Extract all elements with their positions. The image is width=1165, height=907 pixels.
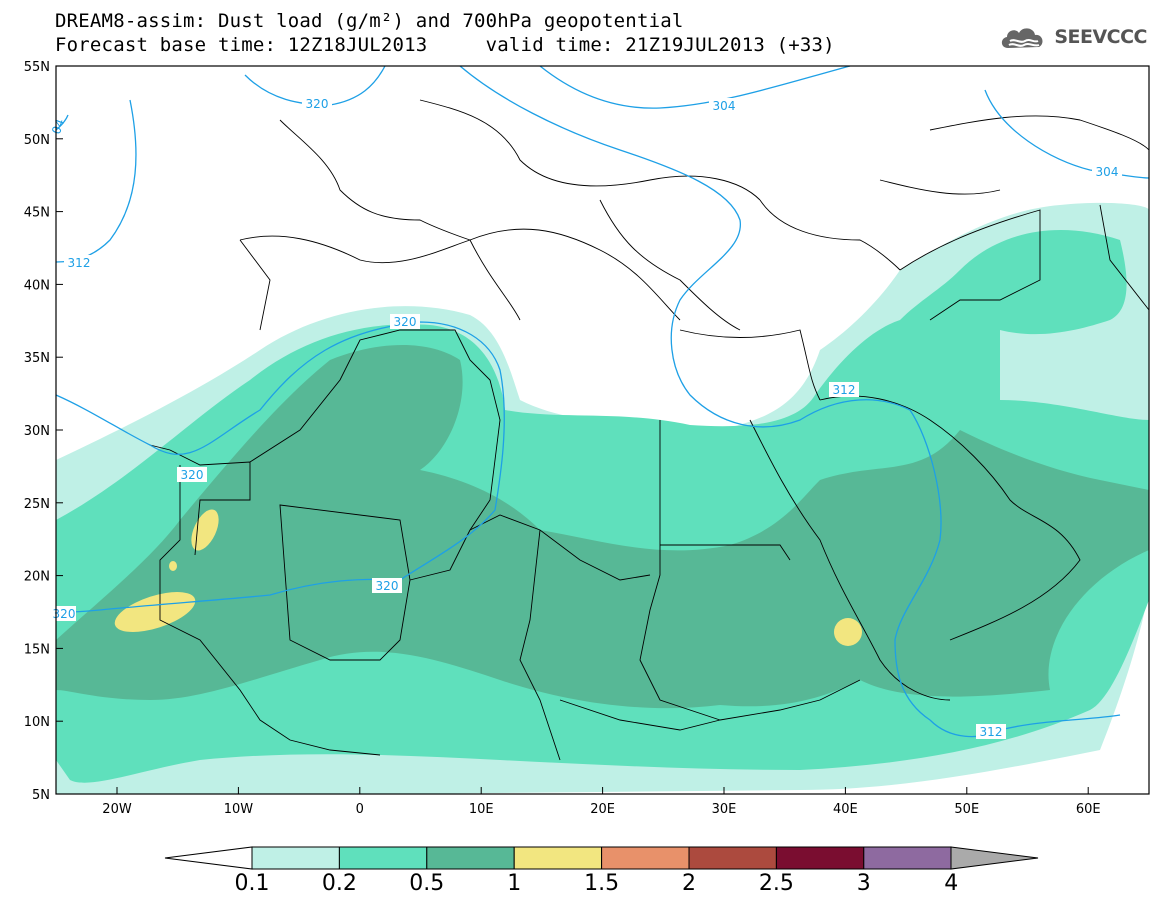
colorbar-cell bbox=[338, 846, 428, 870]
colorbar-cell bbox=[688, 846, 777, 870]
svg-text:304: 304 bbox=[1096, 165, 1119, 179]
contour-304-north bbox=[539, 66, 851, 109]
colorbar-label: 0.5 bbox=[409, 871, 445, 896]
latitude-axis: 55N 50N 45N 40N 35N 30N 25N 20N 15N 10N 5N bbox=[24, 60, 63, 803]
contour-label-7: 320 bbox=[372, 578, 402, 593]
contour-label-6: 320 bbox=[177, 467, 207, 482]
lon-label: 50E bbox=[954, 802, 979, 817]
svg-text:04: 04 bbox=[49, 117, 67, 136]
colorbar-label: 2.5 bbox=[758, 871, 794, 896]
brand-name: SEEVCCC bbox=[1054, 26, 1147, 48]
dust-patch-1 bbox=[114, 591, 196, 633]
lon-label: 20E bbox=[590, 802, 615, 817]
lon-label: 20W bbox=[102, 802, 132, 817]
lat-label: 5N bbox=[32, 788, 50, 803]
lat-label: 25N bbox=[24, 497, 50, 512]
colorbar-cell bbox=[601, 846, 690, 870]
lon-label: 30E bbox=[712, 802, 737, 817]
contour-label-4: 312 bbox=[64, 255, 94, 270]
contour-label-3: 304 bbox=[1092, 164, 1122, 179]
svg-text:320: 320 bbox=[394, 315, 417, 329]
colorbar-low-arrow bbox=[164, 846, 253, 870]
lon-label: 0 bbox=[356, 802, 364, 817]
contour-labels: 320 304 304 312 320 320 320 320 312 312 … bbox=[49, 96, 1122, 739]
svg-text:320: 320 bbox=[53, 607, 76, 621]
lon-label: 40E bbox=[833, 802, 858, 817]
colorbar bbox=[164, 846, 1039, 870]
lat-label: 10N bbox=[24, 715, 50, 730]
contour-label-1: 320 bbox=[302, 96, 332, 111]
contour-label-11: 04 bbox=[49, 117, 67, 136]
dust-level-0.5 bbox=[56, 345, 1149, 709]
contour-label-8: 320 bbox=[52, 606, 76, 621]
contour-label-10: 312 bbox=[976, 724, 1006, 739]
lon-label: 10W bbox=[224, 802, 254, 817]
contour-label-9: 312 bbox=[829, 382, 859, 397]
colorbar-label: 4 bbox=[944, 871, 959, 896]
colorbar-cell bbox=[775, 846, 865, 870]
lat-label: 30N bbox=[24, 424, 50, 439]
contour-label-2: 304 bbox=[709, 98, 739, 113]
contour-320-main bbox=[56, 321, 505, 614]
lat-label: 50N bbox=[24, 133, 50, 148]
colorbar-label: 1 bbox=[507, 871, 522, 896]
colorbar-label: 0.1 bbox=[234, 871, 270, 896]
lat-label: 40N bbox=[24, 278, 50, 293]
lon-label: 10E bbox=[469, 802, 494, 817]
colorbar-cell bbox=[513, 846, 603, 870]
contour-04-edge bbox=[56, 114, 69, 131]
svg-text:312: 312 bbox=[68, 256, 91, 270]
svg-text:320: 320 bbox=[181, 468, 204, 482]
dust-fields bbox=[56, 66, 1149, 794]
contour-312-east bbox=[894, 409, 1121, 738]
contour-304-east bbox=[984, 89, 1149, 179]
svg-text:312: 312 bbox=[980, 725, 1003, 739]
colorbar-cell bbox=[251, 846, 340, 870]
lat-label: 35N bbox=[24, 351, 50, 366]
dust-patch-3 bbox=[834, 618, 862, 646]
colorbar-label: 1.5 bbox=[584, 871, 620, 896]
lat-label: 15N bbox=[24, 642, 50, 657]
svg-text:304: 304 bbox=[713, 99, 736, 113]
cloud-logo-icon bbox=[1002, 28, 1043, 48]
title-line-2: Forecast base time: 12Z18JUL2013 valid t… bbox=[55, 34, 835, 56]
country-borders bbox=[149, 99, 1149, 761]
lon-label: 60E bbox=[1076, 802, 1101, 817]
longitude-axis: 20W 10W 0 10E 20E 30E 40E 50E 60E bbox=[102, 787, 1101, 817]
colorbar-label: 2 bbox=[682, 871, 696, 896]
brand-logo: SEEVCCC bbox=[998, 22, 1147, 52]
colorbar-cell bbox=[863, 846, 952, 870]
svg-text:312: 312 bbox=[833, 383, 856, 397]
title-line-1: DREAM8-assim: Dust load (g/m²) and 700hP… bbox=[55, 10, 684, 32]
lat-label: 20N bbox=[24, 570, 50, 585]
dust-patch-4 bbox=[169, 561, 177, 571]
svg-text:320: 320 bbox=[306, 97, 329, 111]
colorbar-label: 0.2 bbox=[321, 871, 357, 896]
svg-text:320: 320 bbox=[376, 579, 399, 593]
colorbar-label: 3 bbox=[856, 871, 871, 896]
lat-label: 55N bbox=[24, 60, 50, 75]
colorbar-high-arrow bbox=[950, 846, 1039, 870]
colorbar-cell bbox=[426, 846, 515, 870]
contour-label-5: 320 bbox=[390, 314, 420, 329]
lat-label: 45N bbox=[24, 206, 50, 221]
contour-304-central bbox=[459, 66, 911, 428]
